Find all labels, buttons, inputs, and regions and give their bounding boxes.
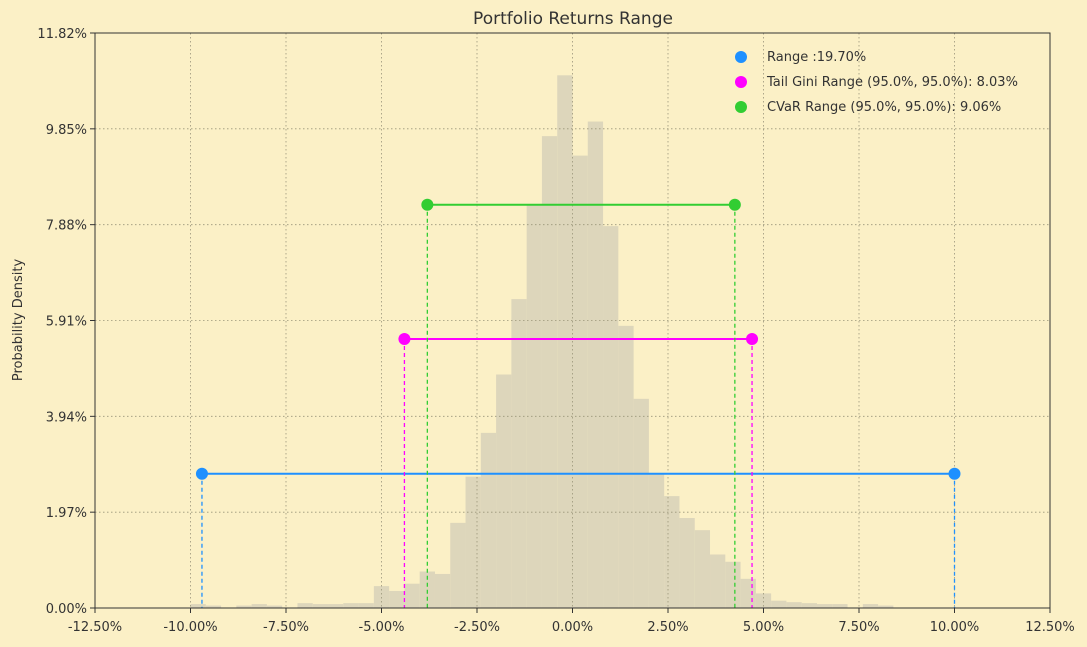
histogram-bar	[862, 604, 879, 608]
legend-marker	[735, 51, 747, 63]
histogram-bar	[496, 374, 512, 608]
range-point	[398, 332, 411, 345]
y-tick-label: 1.97%	[46, 506, 87, 521]
legend-label: Tail Gini Range (95.0%, 95.0%): 8.03%	[766, 75, 1018, 90]
y-tick-label: 0.00%	[46, 602, 87, 617]
chart-title: Portfolio Returns Range	[473, 9, 673, 29]
histogram-bar	[236, 605, 252, 608]
histogram-bar	[480, 432, 497, 608]
histogram	[190, 75, 894, 609]
x-axis: -12.50% -10.00% -7.50% -5.00% -2.50% 0.00% 2.5…	[68, 608, 1075, 635]
histogram-bar	[801, 603, 817, 608]
histogram-bar	[648, 474, 665, 608]
y-tick-label: 11.82%	[37, 27, 87, 42]
histogram-bar	[450, 522, 466, 608]
histogram-bar	[740, 578, 756, 608]
histogram-bar	[618, 325, 634, 608]
histogram-bar	[465, 476, 481, 608]
x-tick-label: -10.00%	[163, 620, 217, 635]
histogram-bar	[664, 496, 680, 608]
histogram-bar	[816, 604, 833, 608]
x-tick-label: -7.50%	[263, 620, 309, 635]
x-tick-label: -2.50%	[454, 620, 500, 635]
histogram-bar	[679, 518, 695, 608]
histogram-bar	[434, 573, 451, 608]
histogram-bar	[786, 602, 802, 608]
histogram-bar	[205, 605, 222, 608]
histogram-bar	[526, 204, 542, 608]
histogram-bar	[297, 603, 313, 608]
x-tick-label: 2.50%	[647, 620, 688, 635]
x-tick-label: 7.50%	[838, 620, 879, 635]
range-point	[195, 467, 208, 480]
histogram-bar	[755, 593, 772, 608]
histogram-bar	[541, 136, 558, 608]
histogram-bar	[603, 226, 619, 609]
histogram-bar	[587, 121, 604, 608]
range-point	[421, 198, 434, 211]
y-tick-label: 3.94%	[46, 410, 87, 425]
histogram-bar	[404, 583, 420, 608]
histogram-bar	[511, 299, 527, 608]
x-tick-label: 12.50%	[1025, 620, 1075, 635]
histogram-bar	[694, 530, 711, 608]
histogram-bar	[725, 561, 741, 608]
histogram-bar	[771, 600, 787, 608]
series	[195, 198, 961, 608]
legend-marker	[735, 101, 747, 113]
range-point	[746, 332, 759, 345]
x-tick-label: -12.50%	[68, 620, 122, 635]
histogram-bar	[389, 590, 405, 608]
histogram-bar	[557, 75, 573, 609]
histogram-bar	[328, 604, 344, 608]
legend-marker	[735, 76, 747, 88]
x-tick-label: 5.00%	[743, 620, 784, 635]
legend: Range :19.70% Tail Gini Range (95.0%, 95.…	[735, 50, 1018, 115]
histogram-bar	[832, 604, 848, 608]
y-axis: 0.00% 1.97% 3.94% 5.91% 7.88% 9.85% 11.82%	[37, 27, 95, 617]
legend-label: Range :19.70%	[767, 50, 866, 65]
histogram-bar	[343, 603, 359, 608]
y-axis-label: Probability Density	[11, 259, 26, 382]
histogram-bar	[358, 603, 374, 608]
histogram-bar	[710, 554, 726, 608]
range-point	[728, 198, 741, 211]
range-point	[948, 467, 961, 480]
histogram-bar	[266, 605, 283, 608]
x-tick-label: 10.00%	[930, 620, 980, 635]
x-tick-label: 0.00%	[552, 620, 593, 635]
histogram-bar	[312, 604, 329, 608]
x-tick-label: -5.00%	[359, 620, 405, 635]
histogram-bar	[878, 605, 894, 608]
histogram-bar	[190, 604, 206, 608]
y-tick-label: 9.85%	[46, 123, 87, 138]
histogram-bar	[633, 398, 649, 608]
histogram-bar	[572, 155, 588, 608]
legend-label: CVaR Range (95.0%, 95.0%): 9.06%	[767, 100, 1001, 115]
y-tick-label: 5.91%	[46, 315, 87, 330]
histogram-bar	[251, 604, 267, 608]
y-tick-label: 7.88%	[46, 219, 87, 234]
